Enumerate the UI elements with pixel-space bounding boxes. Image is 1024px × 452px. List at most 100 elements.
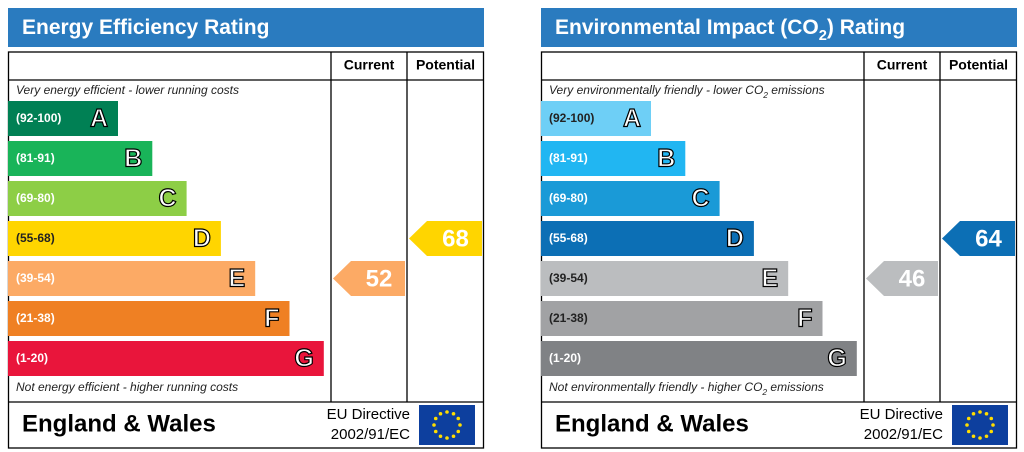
title-bar — [541, 8, 1017, 47]
eu-star — [438, 434, 443, 439]
eu-star — [984, 411, 989, 416]
column-header: Current — [877, 57, 928, 73]
footer-directive: EU Directive — [327, 406, 410, 423]
bottom-note-part: emissions — [767, 380, 824, 394]
top-note-part: emissions — [768, 83, 825, 97]
rating-arrow — [409, 221, 482, 256]
band-letter: A — [90, 105, 108, 133]
band-range: (81-91) — [16, 151, 55, 165]
top-note-part: Very energy efficient - lower running co… — [16, 83, 239, 97]
eu-star — [456, 429, 461, 434]
band — [8, 181, 187, 216]
eu-star — [966, 416, 971, 421]
title-bar — [8, 8, 484, 47]
top-note-part: Very environmentally friendly - lower CO — [549, 83, 763, 97]
band-letter: B — [124, 145, 142, 173]
eu-star — [458, 423, 462, 427]
rating-value: 52 — [366, 265, 393, 292]
eu-star — [445, 436, 449, 440]
eu-star — [971, 434, 976, 439]
title-part: Energy Efficiency Rating — [22, 16, 269, 39]
bottom-note: Not energy efficient - higher running co… — [16, 380, 238, 394]
footer-region: England & Wales — [555, 410, 749, 437]
band-range: (39-54) — [16, 271, 55, 285]
eu-star — [456, 416, 461, 421]
bottom-note-part: Not environmentally friendly - higher CO — [549, 380, 762, 394]
eu-star — [971, 411, 976, 416]
rating-value: 46 — [899, 265, 926, 292]
eu-star — [978, 410, 982, 414]
rating-arrow — [866, 261, 938, 296]
band-range: (81-91) — [549, 151, 588, 165]
band-range: (69-80) — [549, 191, 588, 205]
band — [541, 301, 823, 336]
eu-star — [445, 410, 449, 414]
column-header: Potential — [416, 57, 475, 73]
eu-star — [965, 423, 969, 427]
band-letter: F — [797, 305, 812, 333]
column-header: Current — [344, 57, 395, 73]
title-part: Environmental Impact (CO — [555, 16, 819, 39]
band — [8, 341, 324, 376]
footer-directive: 2002/91/EC — [864, 426, 943, 443]
top-note-part: 2 — [762, 90, 768, 100]
band — [8, 301, 290, 336]
band — [541, 341, 857, 376]
band — [8, 141, 153, 176]
rating-arrow — [333, 261, 405, 296]
band — [8, 221, 221, 256]
band-letter: E — [229, 265, 246, 293]
band-letter: A — [623, 105, 641, 133]
eu-star — [989, 429, 994, 434]
eu-star — [966, 429, 971, 434]
rating-value: 68 — [442, 225, 469, 252]
band-range: (21-38) — [549, 311, 588, 325]
band-letter: C — [692, 185, 710, 213]
band — [541, 181, 720, 216]
band-range: (1-20) — [16, 351, 48, 365]
eu-star — [433, 416, 438, 421]
title-part: ) Rating — [827, 16, 905, 39]
eu-star — [991, 423, 995, 427]
band-letter: D — [193, 225, 211, 253]
title: Environmental Impact (CO2) Rating — [555, 16, 905, 44]
band-range: (92-100) — [16, 111, 61, 125]
band-range: (1-20) — [549, 351, 581, 365]
band-range: (92-100) — [549, 111, 594, 125]
bottom-note-part: 2 — [761, 387, 767, 397]
band — [8, 101, 118, 136]
band — [541, 221, 754, 256]
band — [541, 141, 686, 176]
eu-star — [451, 434, 456, 439]
footer-region: England & Wales — [22, 410, 216, 437]
title: Energy Efficiency Rating — [22, 16, 269, 39]
band-range: (55-68) — [549, 231, 588, 245]
band-letter: D — [726, 225, 744, 253]
band-letter: G — [294, 345, 313, 373]
band-letter: E — [762, 265, 779, 293]
band — [8, 261, 256, 296]
band-range: (69-80) — [16, 191, 55, 205]
eu-star — [432, 423, 436, 427]
title-part: 2 — [819, 28, 827, 44]
eu-star — [978, 436, 982, 440]
band-range: (39-54) — [549, 271, 588, 285]
band-letter: F — [264, 305, 279, 333]
eu-star — [433, 429, 438, 434]
band-letter: G — [827, 345, 846, 373]
bottom-note: Not environmentally friendly - higher CO… — [549, 380, 824, 397]
eu-star — [984, 434, 989, 439]
band — [541, 261, 789, 296]
rating-value: 64 — [975, 225, 1002, 252]
band-range: (55-68) — [16, 231, 55, 245]
band-letter: C — [159, 185, 177, 213]
footer-directive: EU Directive — [860, 406, 943, 423]
top-note: Very energy efficient - lower running co… — [16, 83, 239, 97]
band-range: (21-38) — [16, 311, 55, 325]
eu-star — [451, 411, 456, 416]
eu-star — [989, 416, 994, 421]
footer-directive: 2002/91/EC — [331, 426, 410, 443]
band-letter: B — [657, 145, 675, 173]
band — [541, 101, 651, 136]
